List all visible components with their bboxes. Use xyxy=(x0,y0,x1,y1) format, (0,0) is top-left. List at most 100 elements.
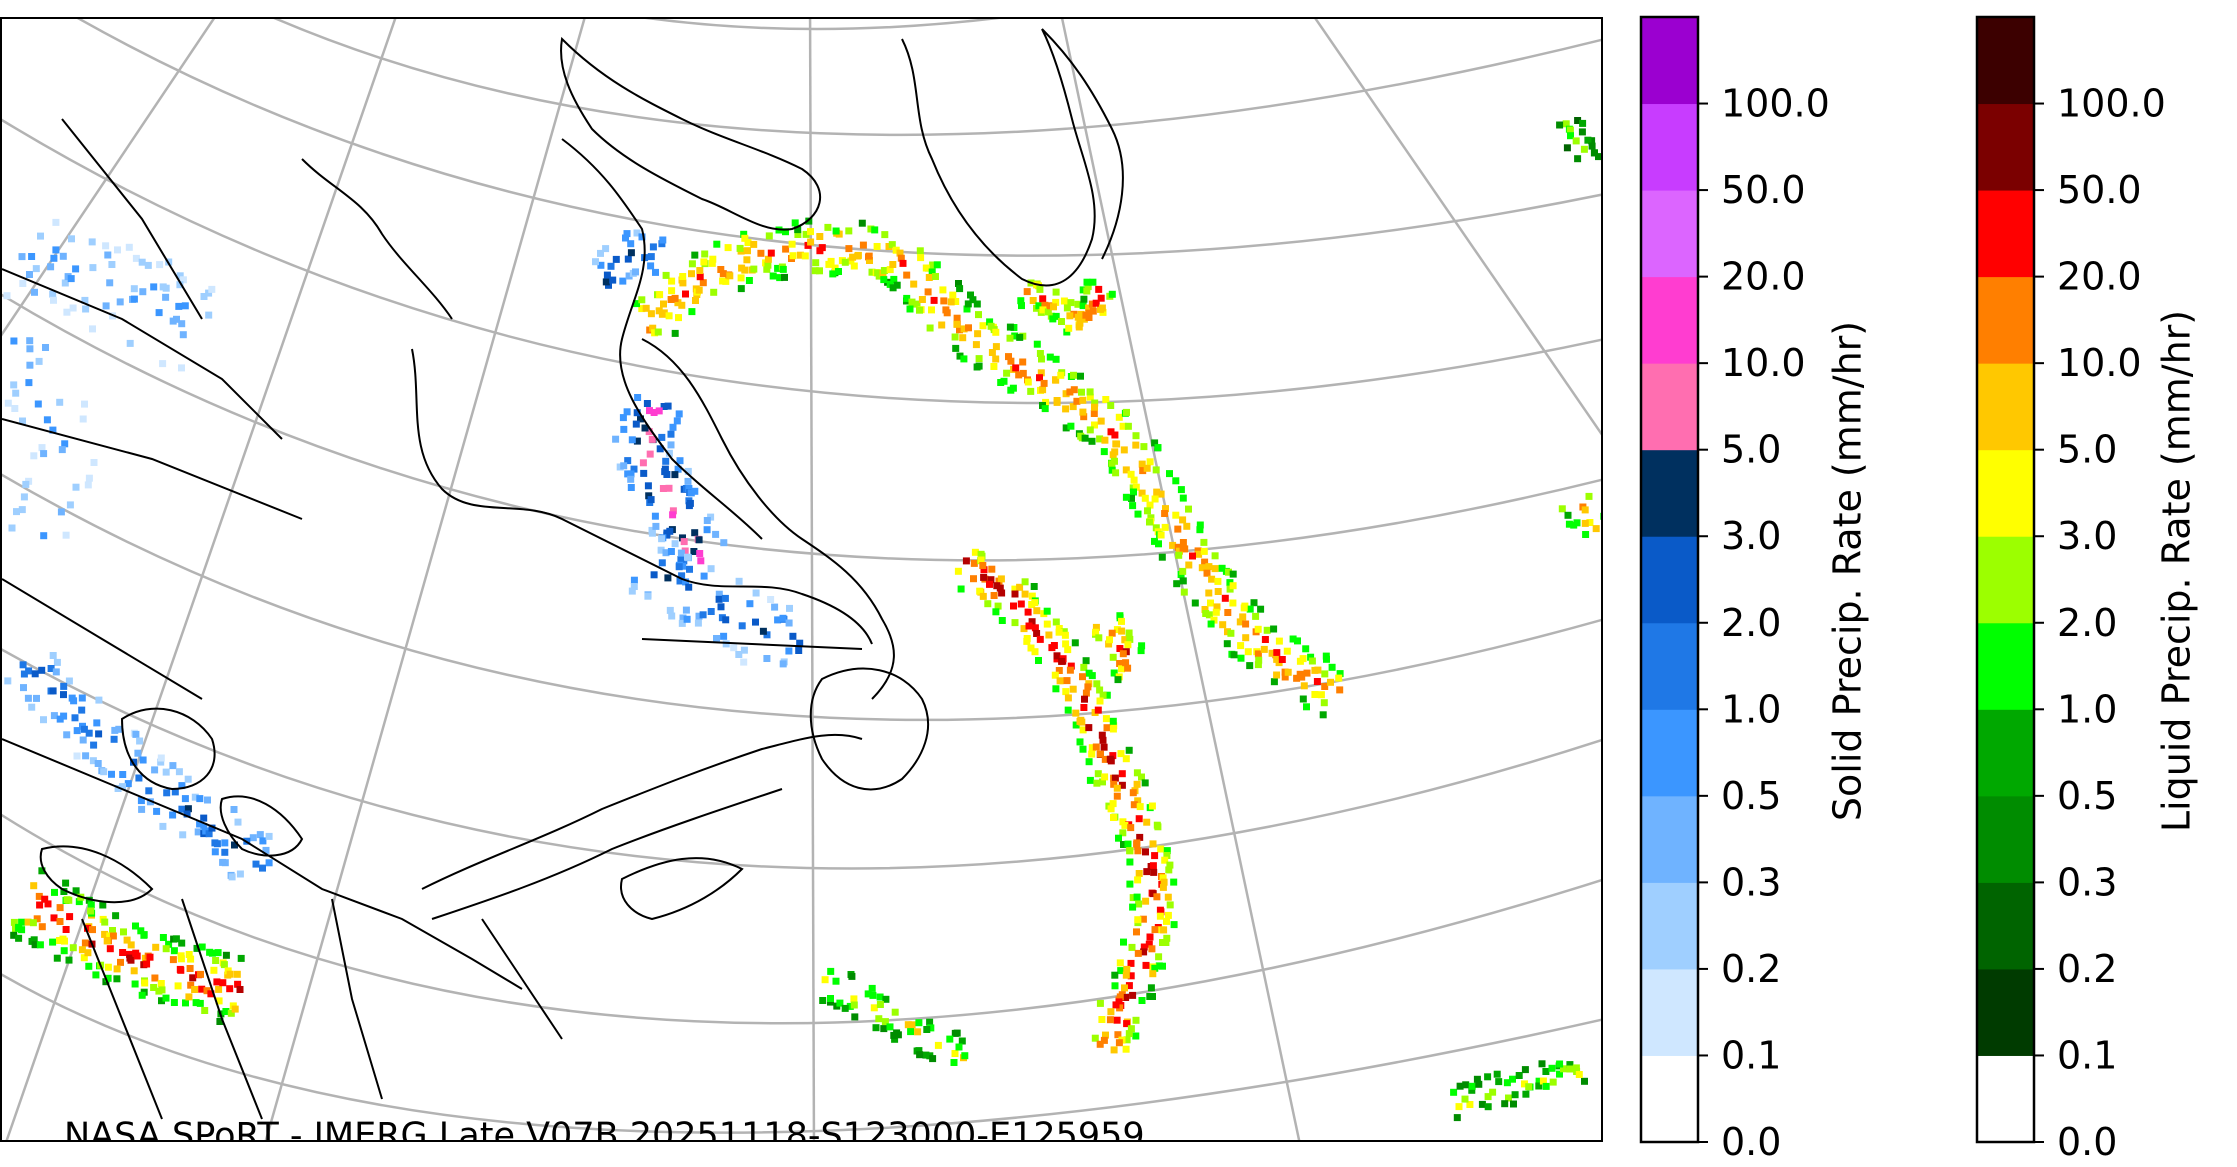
solid-precip-cell xyxy=(627,240,635,248)
solid-precip-cell xyxy=(60,691,67,699)
liquid-colorbar-segment xyxy=(1977,190,2034,278)
solid-precip-cell xyxy=(662,457,670,465)
liquid-precip-cell xyxy=(933,261,941,269)
solid-precip-cell xyxy=(156,261,164,269)
liquid-precip-cell xyxy=(1122,971,1130,979)
solid-precip-cell xyxy=(20,684,27,692)
liquid-precip-cell xyxy=(952,298,960,305)
liquid-precip-cell xyxy=(1154,444,1162,452)
liquid-precip-cell xyxy=(975,355,983,363)
liquid-precip-cell xyxy=(880,276,888,284)
liquid-precip-cell xyxy=(112,912,120,920)
latitude-line xyxy=(77,19,1601,257)
liquid-precip-cell xyxy=(1079,745,1087,753)
latitude-line xyxy=(2,648,1601,870)
liquid-precip-cell xyxy=(891,1035,899,1043)
solid-precip-cell xyxy=(110,735,118,743)
liquid-precip-cell xyxy=(106,932,114,940)
liquid-precip-cell xyxy=(38,923,46,931)
liquid-precip-cell xyxy=(1096,435,1104,443)
liquid-precip-cell xyxy=(1134,847,1142,855)
liquid-precip-cell xyxy=(764,261,772,269)
solid-precip-cell xyxy=(622,234,629,242)
liquid-precip-cell xyxy=(811,267,819,275)
liquid-precip-cell xyxy=(1585,492,1593,500)
liquid-precip-cell xyxy=(1100,1036,1108,1044)
solid-colorbar-tick-label: 50.0 xyxy=(1721,168,1806,212)
solid-precip-cell xyxy=(607,262,615,270)
liquid-precip-cell xyxy=(1109,800,1117,808)
liquid-colorbar-segment xyxy=(1977,795,2034,883)
liquid-precip-cell xyxy=(174,982,182,990)
liquid-precip-cell xyxy=(979,562,987,569)
liquid-precip-cell xyxy=(1146,501,1154,509)
solid-precip-cell xyxy=(18,253,26,261)
liquid-precip-cell xyxy=(158,997,165,1005)
liquid-precip-cell xyxy=(1083,278,1091,286)
liquid-precip-cell xyxy=(782,228,789,236)
liquid-precip-cell xyxy=(821,976,829,984)
liquid-precip-cell xyxy=(695,286,703,294)
solid-precip-cell xyxy=(4,677,12,685)
liquid-precip-cell xyxy=(172,935,180,943)
solid-precip-cell xyxy=(66,501,74,509)
liquid-precip-cell xyxy=(757,249,765,257)
liquid-precip-cell xyxy=(1132,1032,1140,1040)
solid-precip-cell xyxy=(124,780,132,788)
liquid-precip-cell xyxy=(973,300,981,308)
liquid-precip-cell xyxy=(963,305,971,313)
solid-precip-cell xyxy=(173,315,180,323)
solid-precip-cell xyxy=(612,435,620,443)
solid-precip-cell xyxy=(52,246,60,254)
liquid-precip-cell xyxy=(917,254,925,262)
solid-precip-cell xyxy=(620,425,628,433)
liquid-precip-cell xyxy=(1151,964,1159,972)
liquid-precip-cell xyxy=(1052,376,1059,384)
liquid-precip-cell xyxy=(103,937,111,945)
solid-precip-cell xyxy=(659,485,667,492)
liquid-precip-cell xyxy=(717,266,725,273)
liquid-precip-cell xyxy=(1179,544,1187,552)
liquid-precip-cell xyxy=(1246,662,1254,670)
liquid-precip-cell xyxy=(1584,136,1592,144)
solid-precip-cell xyxy=(785,647,793,655)
liquid-precip-cell xyxy=(890,275,898,283)
liquid-precip-cell xyxy=(138,991,146,999)
solid-precip-cell xyxy=(178,364,185,372)
liquid-precip-cell xyxy=(1535,1077,1543,1085)
liquid-precip-cell xyxy=(924,288,932,296)
solid-precip-cell xyxy=(26,271,33,278)
liquid-precip-cell xyxy=(1133,928,1140,936)
solid-precip-cell xyxy=(740,646,748,654)
liquid-precip-cell xyxy=(1174,525,1182,533)
liquid-precip-cell xyxy=(1462,1081,1470,1089)
liquid-precip-cell xyxy=(1538,1060,1546,1068)
liquid-precip-cell xyxy=(1560,1065,1567,1073)
liquid-precip-cell xyxy=(1111,971,1119,979)
liquid-precip-cell xyxy=(859,241,867,249)
liquid-precip-cell xyxy=(816,267,823,275)
solid-precip-cell xyxy=(200,823,208,831)
solid-precip-cell xyxy=(612,255,620,263)
liquid-precip-cell xyxy=(10,918,18,926)
liquid-precip-cell xyxy=(1117,967,1125,975)
liquid-precip-cell xyxy=(1147,514,1155,522)
liquid-precip-cell xyxy=(1078,388,1085,396)
liquid-precip-cell xyxy=(1111,431,1119,439)
liquid-precip-cell xyxy=(1142,961,1150,969)
solid-precip-cell xyxy=(677,549,685,557)
solid-precip-cell xyxy=(65,677,73,685)
liquid-precip-cell xyxy=(198,985,206,993)
liquid-colorbar-tick-label: 2.0 xyxy=(2057,601,2117,645)
solid-precip-cell xyxy=(647,253,655,261)
liquid-colorbar-tick-label: 1.0 xyxy=(2057,687,2117,731)
solid-precip-cell xyxy=(72,265,80,273)
solid-precip-cell xyxy=(231,841,238,849)
liquid-precip-cell xyxy=(864,990,872,998)
liquid-precip-cell xyxy=(151,974,159,982)
solid-precip-cell xyxy=(650,409,658,416)
liquid-precip-cell xyxy=(1077,310,1085,318)
liquid-precip-cell xyxy=(1076,738,1084,746)
liquid-precip-cell xyxy=(692,297,699,304)
liquid-precip-cell xyxy=(665,312,673,320)
